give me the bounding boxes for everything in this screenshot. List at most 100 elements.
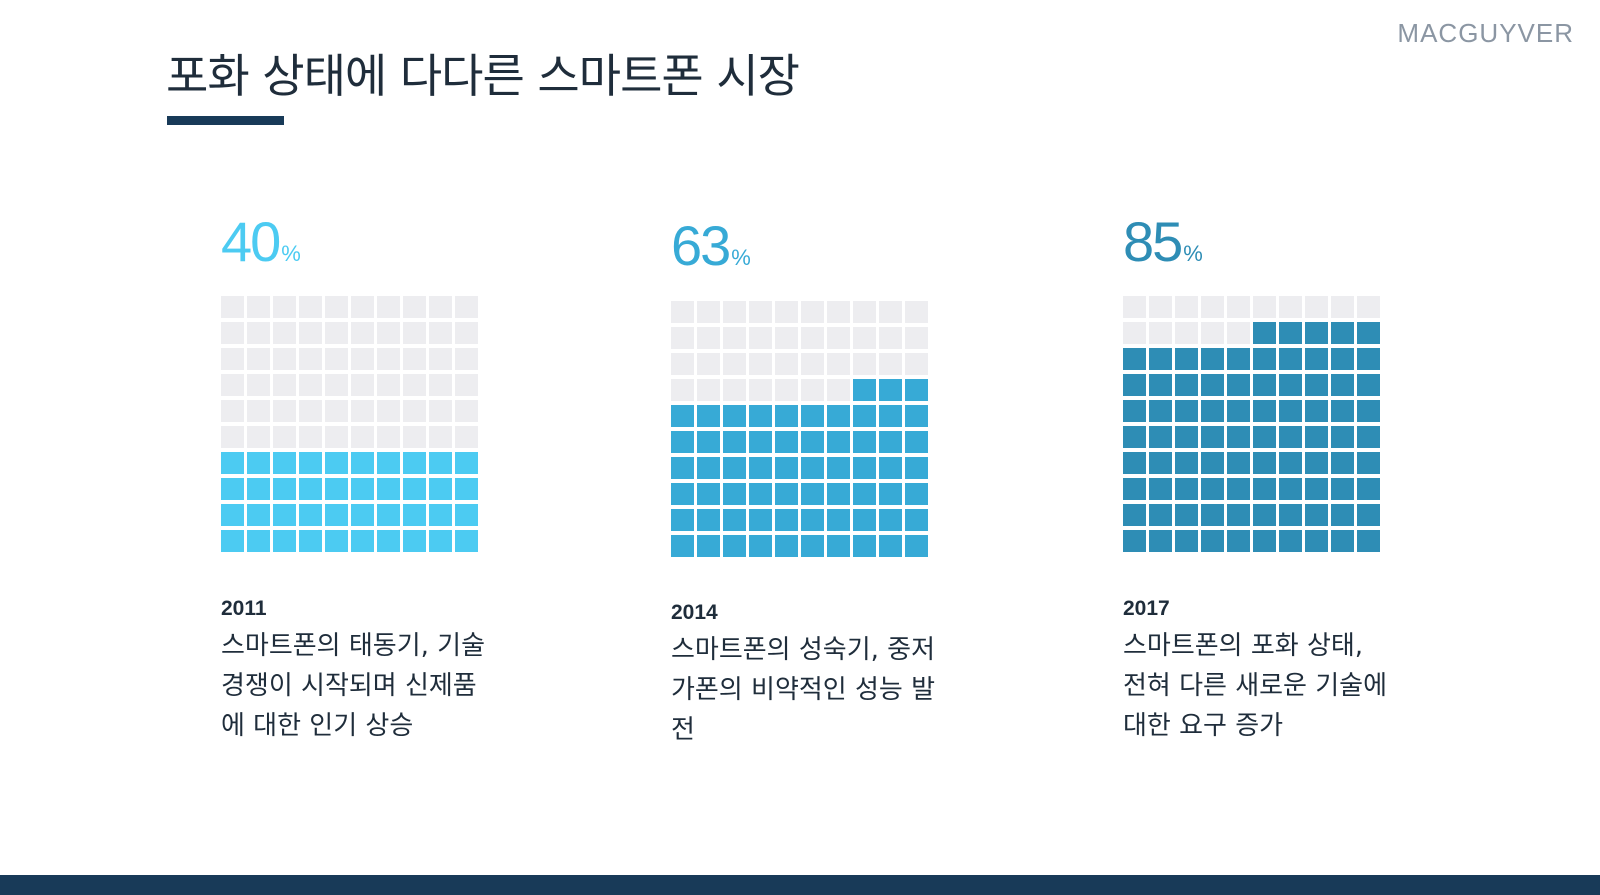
waffle-cell-filled (1357, 504, 1380, 526)
waffle-cell-filled (351, 504, 374, 526)
waffle-cell-empty (827, 379, 850, 401)
waffle-cell-filled (1305, 374, 1328, 396)
waffle-cell-filled (697, 405, 720, 427)
waffle-cell-filled (1331, 374, 1354, 396)
waffle-cell-filled (1331, 452, 1354, 474)
waffle-cell-empty (273, 296, 296, 318)
waffle-cell-empty (1175, 322, 1198, 344)
waffle-cell-filled (1305, 452, 1328, 474)
waffle-cell-filled (775, 509, 798, 531)
waffle-cell-empty (455, 296, 478, 318)
waffle-cell-filled (1201, 400, 1224, 422)
waffle-cell-filled (1149, 426, 1172, 448)
waffle-cell-filled (1331, 530, 1354, 552)
waffle-cell-filled (1253, 348, 1276, 370)
waffle-cell-empty (221, 400, 244, 422)
waffle-cell-filled (1331, 348, 1354, 370)
waffle-cell-filled (1201, 426, 1224, 448)
waffle-cell-filled (1279, 530, 1302, 552)
waffle-cell-filled (1123, 530, 1146, 552)
waffle-cell-empty (273, 322, 296, 344)
waffle-cell-empty (1123, 322, 1146, 344)
percent-value: 40 (221, 210, 281, 273)
waffle-cell-empty (1201, 322, 1224, 344)
waffle-cell-empty (455, 374, 478, 396)
waffle-cell-filled (853, 405, 876, 427)
waffle-cell-filled (879, 379, 902, 401)
waffle-cell-empty (351, 322, 374, 344)
waffle-cell-empty (879, 327, 902, 349)
waffle-cell-empty (671, 327, 694, 349)
waffle-cell-filled (1227, 452, 1250, 474)
waffle-cell-empty (299, 322, 322, 344)
waffle-cell-filled (1331, 504, 1354, 526)
waffle-cell-empty (403, 426, 426, 448)
waffle-cell-filled (1331, 426, 1354, 448)
waffle-cell-filled (827, 509, 850, 531)
waffle-cell-filled (1123, 452, 1146, 474)
waffle-cell-empty (299, 400, 322, 422)
waffle-cell-filled (1279, 452, 1302, 474)
waffle-cell-filled (905, 509, 928, 531)
waffle-cell-filled (1149, 504, 1172, 526)
waffle-cell-filled (1253, 400, 1276, 422)
waffle-cell-empty (1305, 296, 1328, 318)
waffle-cell-filled (221, 452, 244, 474)
waffle-cell-empty (403, 348, 426, 370)
waffle-cell-empty (1201, 296, 1224, 318)
waffle-cell-empty (377, 374, 400, 396)
waffle-cell-filled (801, 457, 824, 479)
waffle-cell-filled (299, 530, 322, 552)
waffle-cell-empty (1123, 296, 1146, 318)
description-text: 스마트폰의 성숙기, 중저가폰의 비약적인 성능 발전 (671, 635, 935, 745)
waffle-cell-filled (853, 483, 876, 505)
waffle-cell-empty (247, 348, 270, 370)
waffle-cell-filled (827, 535, 850, 557)
waffle-cell-filled (853, 431, 876, 453)
waffle-cell-filled (775, 457, 798, 479)
waffle-cell-filled (221, 504, 244, 526)
percent-label: 85% (1123, 214, 1203, 270)
waffle-cell-empty (697, 379, 720, 401)
waffle-cell-filled (697, 509, 720, 531)
waffle-cell-filled (1357, 452, 1380, 474)
waffle-cell-empty (403, 374, 426, 396)
waffle-cell-filled (879, 535, 902, 557)
waffle-cell-empty (905, 327, 928, 349)
waffle-cell-filled (697, 535, 720, 557)
waffle-grid (1123, 296, 1380, 552)
waffle-cell-filled (1305, 530, 1328, 552)
waffle-cell-empty (1227, 322, 1250, 344)
waffle-cell-empty (351, 348, 374, 370)
waffle-cell-filled (1305, 322, 1328, 344)
waffle-cell-filled (377, 452, 400, 474)
waffle-cell-filled (1227, 400, 1250, 422)
waffle-cell-filled (455, 478, 478, 500)
waffle-cell-empty (221, 374, 244, 396)
waffle-cell-empty (879, 353, 902, 375)
waffle-cell-empty (429, 374, 452, 396)
waffle-cell-filled (853, 535, 876, 557)
waffle-cell-filled (325, 452, 348, 474)
waffle-cell-empty (455, 426, 478, 448)
waffle-cell-filled (1279, 400, 1302, 422)
waffle-cell-empty (351, 400, 374, 422)
waffle-cell-empty (299, 296, 322, 318)
waffle-cell-empty (827, 327, 850, 349)
waffle-cell-filled (1305, 478, 1328, 500)
waffle-cell-filled (1305, 348, 1328, 370)
waffle-cell-empty (247, 374, 270, 396)
percent-symbol: % (281, 241, 301, 266)
waffle-cell-filled (377, 530, 400, 552)
waffle-cell-filled (1227, 504, 1250, 526)
waffle-cell-filled (429, 452, 452, 474)
waffle-cell-empty (1253, 296, 1276, 318)
waffle-cell-filled (801, 431, 824, 453)
waffle-cell-filled (1357, 348, 1380, 370)
waffle-cell-filled (247, 478, 270, 500)
waffle-cell-empty (1149, 296, 1172, 318)
waffle-cell-filled (403, 478, 426, 500)
waffle-cell-filled (879, 509, 902, 531)
waffle-cell-filled (351, 452, 374, 474)
waffle-cell-filled (1227, 530, 1250, 552)
